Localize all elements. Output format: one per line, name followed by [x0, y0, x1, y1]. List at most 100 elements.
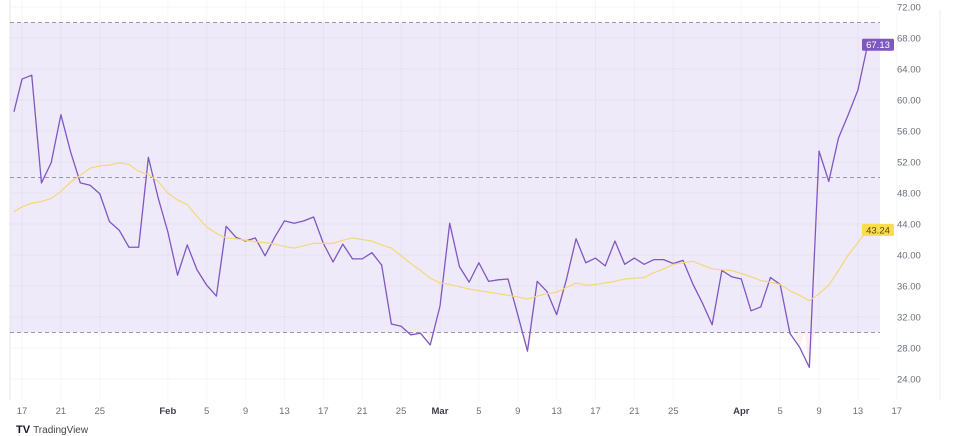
rsi_ma-point — [215, 232, 218, 234]
rsi-point — [857, 89, 859, 91]
rsi_ma-point — [526, 298, 529, 300]
price-axis[interactable]: 72.00 68.00 64.00 60.00 56.00 52.00 48.00 44.00… — [897, 3, 921, 386]
rsi-point — [31, 74, 33, 76]
rsi-point — [419, 332, 422, 334]
rsi-point — [837, 137, 840, 139]
rsi_ma-point — [13, 211, 15, 213]
time-axis[interactable]: 17 21 25 Feb 5 9 13 17 21 25 Mar 5 9 13 17 21 25 Apr 5 9 13 1… — [17, 406, 902, 417]
x-tick-label: 13 — [279, 406, 290, 417]
x-tick-label: 17 — [590, 406, 601, 417]
rsi-point — [89, 184, 91, 186]
tradingview-logo-icon: TV — [16, 424, 31, 436]
rsi_ma-point — [711, 268, 713, 270]
rsi_ma-point — [196, 215, 198, 217]
rsi_ma-point — [138, 170, 140, 172]
rsi_ma-point — [585, 284, 587, 286]
rsi_ma-point — [556, 291, 558, 293]
rsi_ma-point — [760, 279, 762, 282]
rsi-point — [585, 262, 587, 264]
rsi_ma-point — [206, 226, 208, 228]
y-tick-label: 56.00 — [897, 127, 921, 138]
rsi_ma-point — [283, 245, 286, 248]
rsi-point — [487, 280, 490, 282]
ma-last-value-label-text: 43.24 — [866, 225, 890, 236]
rsi-point — [624, 263, 626, 265]
rsi_ma-point — [692, 260, 694, 262]
x-tick-label: 21 — [357, 406, 368, 417]
rsi_ma-point — [672, 263, 674, 265]
rsi-point — [196, 269, 198, 271]
y-tick-label: 24.00 — [897, 375, 921, 386]
rsi_ma-point — [779, 283, 781, 286]
rsi-point — [293, 222, 295, 224]
rsi_ma-point — [730, 269, 733, 272]
rsi-point — [526, 350, 529, 352]
rsi_ma-point — [546, 293, 548, 295]
rsi-point — [682, 259, 684, 262]
rsi_ma-point — [31, 202, 33, 204]
rsi_ma-point — [604, 282, 606, 284]
rsi-point — [21, 78, 23, 80]
x-tick-label: 25 — [668, 406, 679, 417]
rsi_ma-point — [594, 283, 597, 286]
x-tick-label: 9 — [243, 406, 248, 417]
rsi-point — [701, 302, 704, 304]
rsi-point — [70, 151, 72, 153]
oversold-fill — [794, 332, 805, 348]
rsi-point — [274, 236, 276, 238]
rsi_ma-point — [351, 237, 354, 239]
rsi-point — [50, 162, 52, 164]
rsi-point — [99, 193, 101, 195]
tradingview-name: TradingView — [33, 424, 89, 436]
rsi-point — [108, 221, 111, 223]
rsi_ma-point — [167, 192, 169, 194]
rsi_ma-point — [614, 280, 616, 282]
rsi_ma-point — [517, 296, 519, 298]
x-tick-label: 5 — [778, 406, 783, 417]
rsi_ma-point — [322, 242, 324, 244]
rsi_ma-point — [828, 284, 830, 286]
rsi_ma-point — [128, 163, 130, 165]
rsi_ma-point — [371, 240, 373, 242]
rsi_ma-point — [458, 286, 461, 288]
rsi-point — [79, 182, 81, 184]
rsi-point — [303, 220, 305, 222]
rsi-point — [157, 197, 159, 199]
rsi-point — [167, 231, 169, 233]
y-tick-label: 72.00 — [897, 3, 921, 14]
rsi_ma-point — [400, 255, 402, 257]
rsi_ma-point — [40, 200, 43, 203]
rsi_ma-point — [244, 239, 247, 241]
rsi_ma-point — [799, 294, 801, 296]
rsi-point — [653, 259, 655, 261]
rsi_ma-point — [721, 269, 723, 271]
rsi_ma-point — [225, 237, 227, 239]
rsi-point — [128, 246, 130, 248]
rsi-point — [60, 114, 62, 116]
rsi_ma-point — [390, 247, 392, 249]
rsi_ma-point — [478, 290, 480, 292]
rsi-point — [342, 243, 344, 245]
tradingview-watermark: TV TradingView — [16, 424, 88, 436]
rsi-point — [633, 257, 635, 259]
rsi_ma-point — [274, 243, 276, 245]
y-tick-label: 68.00 — [897, 34, 921, 45]
x-tick-label: 5 — [204, 406, 209, 417]
rsi-point — [235, 236, 237, 238]
x-tick-label: 17 — [17, 406, 28, 417]
rsi-point — [400, 325, 402, 327]
rsi-point — [750, 310, 752, 312]
rsi_ma-point — [361, 238, 363, 241]
rsi_ma-point — [293, 247, 295, 249]
rsi-point — [808, 366, 810, 368]
rsi-point — [740, 278, 742, 280]
rsi_ma-point — [235, 238, 237, 240]
rsi_ma-point — [118, 162, 120, 164]
rsi-point — [390, 323, 392, 325]
rsi-point — [264, 255, 266, 257]
rsi_ma-point — [837, 269, 840, 272]
rsi-point — [215, 295, 218, 297]
rsi-point — [147, 156, 149, 158]
rsi_ma-point — [108, 164, 111, 166]
